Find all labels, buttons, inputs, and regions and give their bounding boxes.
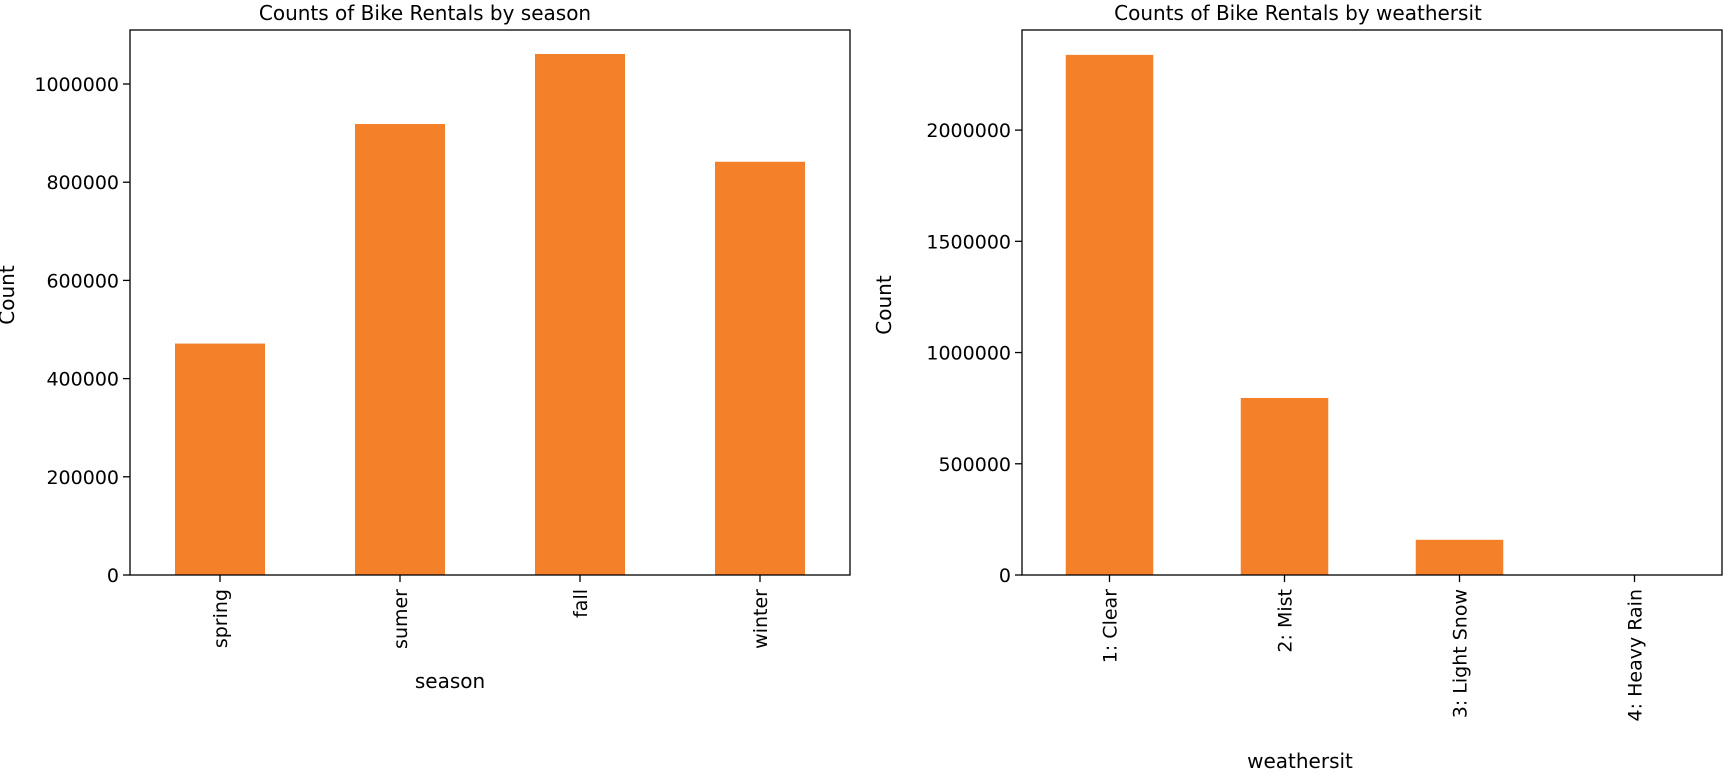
y-ticks: 0 200000 400000 600000 800000 1000000 bbox=[34, 74, 130, 587]
bar-sumer bbox=[355, 123, 445, 575]
x-tick-label: spring bbox=[210, 589, 232, 648]
x-tick-label: winter bbox=[750, 589, 772, 649]
x-tick-label: 2: Mist bbox=[1275, 589, 1297, 653]
y-tick-label: 800000 bbox=[46, 172, 119, 194]
y-ticks: 0 500000 1000000 1500000 2000000 bbox=[926, 120, 1022, 587]
x-tick-label: sumer bbox=[390, 589, 412, 649]
y-axis-label: Count bbox=[872, 275, 896, 335]
y-tick-label: 1000000 bbox=[34, 74, 119, 96]
x-tick-label: 3: Light Snow bbox=[1450, 589, 1472, 718]
x-axis-label: weathersit bbox=[1247, 749, 1353, 773]
bar-3-light-snow bbox=[1415, 539, 1504, 575]
x-tick-label: 4: Heavy Rain bbox=[1625, 589, 1647, 721]
x-axis-label: season bbox=[415, 669, 485, 693]
bar-winter bbox=[715, 161, 805, 575]
chart-title: Counts of Bike Rentals by weathersit bbox=[1114, 1, 1482, 25]
bars bbox=[175, 53, 805, 575]
bars bbox=[1065, 54, 1679, 576]
y-tick-label: 600000 bbox=[46, 270, 119, 292]
y-axis-label: Count bbox=[0, 265, 19, 325]
y-tick-label: 0 bbox=[107, 565, 119, 587]
plot-frame bbox=[1021, 29, 1723, 576]
x-tick-label: fall bbox=[570, 589, 592, 618]
y-tick-label: 0 bbox=[999, 565, 1011, 587]
chart-season: Counts of Bike Rentals by season Count s… bbox=[0, 1, 851, 693]
y-tick-label: 500000 bbox=[938, 454, 1011, 476]
bar-2-mist bbox=[1240, 397, 1329, 575]
y-tick-label: 200000 bbox=[46, 467, 119, 489]
chart-weathersit: Counts of Bike Rentals by weathersit Cou… bbox=[872, 1, 1723, 773]
chart-title: Counts of Bike Rentals by season bbox=[259, 1, 591, 25]
x-ticks: spring sumer fall winter bbox=[210, 575, 772, 649]
x-tick-label: 1: Clear bbox=[1100, 589, 1122, 663]
y-tick-label: 2000000 bbox=[926, 120, 1011, 142]
plot-frame bbox=[129, 29, 851, 576]
y-tick-label: 400000 bbox=[46, 369, 119, 391]
x-ticks: 1: Clear 2: Mist 3: Light Snow 4: Heavy Rai… bbox=[1100, 575, 1647, 721]
bar-spring bbox=[175, 343, 265, 575]
y-tick-label: 1500000 bbox=[926, 231, 1011, 253]
bar-1-clear bbox=[1065, 54, 1154, 576]
bar-fall bbox=[535, 53, 625, 575]
y-tick-label: 1000000 bbox=[926, 343, 1011, 365]
